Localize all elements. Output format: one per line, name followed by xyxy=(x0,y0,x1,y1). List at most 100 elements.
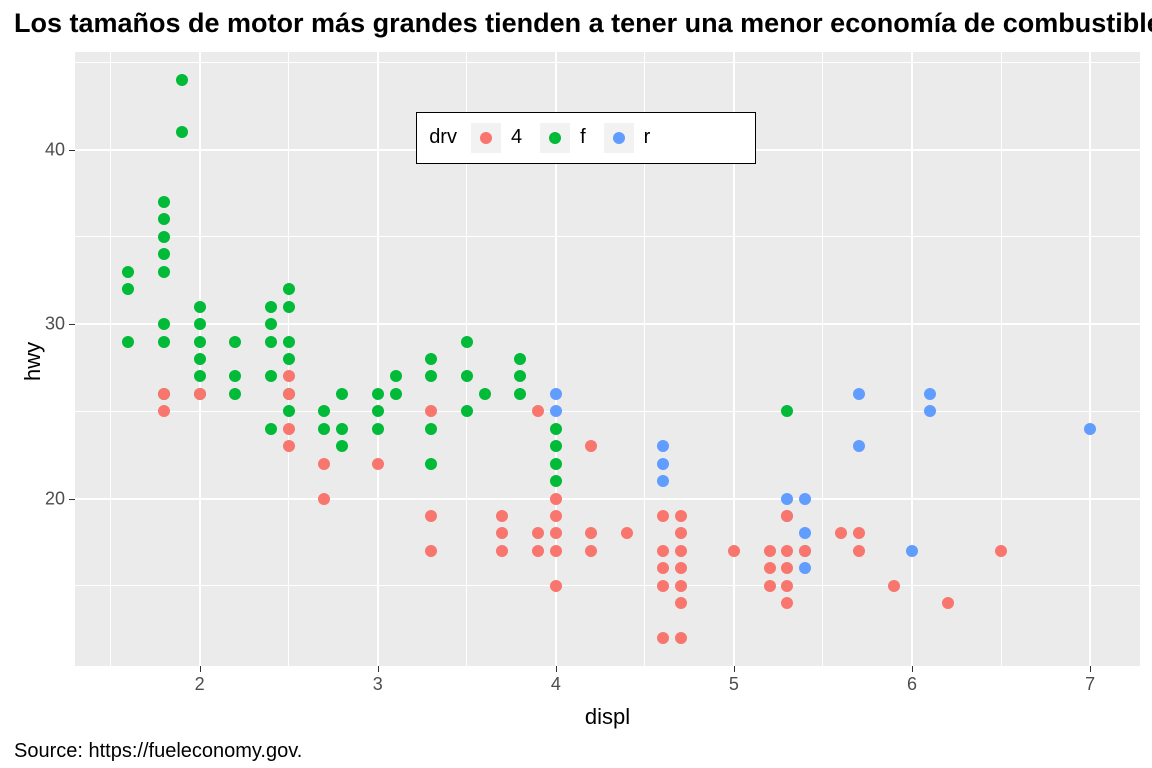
scatter-point xyxy=(675,527,687,539)
scatter-point xyxy=(675,580,687,592)
scatter-point xyxy=(657,458,669,470)
x-axis-label: displ xyxy=(585,704,630,730)
y-tick-mark xyxy=(69,324,75,325)
scatter-point xyxy=(675,597,687,609)
scatter-point xyxy=(336,440,348,452)
scatter-point xyxy=(514,388,526,400)
scatter-point xyxy=(924,388,936,400)
scatter-point xyxy=(496,545,508,557)
y-tick-mark xyxy=(69,150,75,151)
scatter-point xyxy=(799,527,811,539)
scatter-point xyxy=(799,545,811,557)
scatter-point xyxy=(318,423,330,435)
legend-box: drv 4fr xyxy=(416,112,756,164)
scatter-point xyxy=(425,370,437,382)
scatter-point xyxy=(550,440,562,452)
scatter-point xyxy=(853,527,865,539)
scatter-point xyxy=(799,562,811,574)
scatter-point xyxy=(265,336,277,348)
chart-caption: Source: https://fueleconomy.gov. xyxy=(14,740,302,763)
scatter-point xyxy=(194,353,206,365)
scatter-point xyxy=(550,493,562,505)
legend-dot-icon xyxy=(613,132,625,144)
chart-title: Los tamaños de motor más grandes tienden… xyxy=(14,8,1152,39)
x-tick-label: 6 xyxy=(907,674,917,695)
scatter-point xyxy=(781,405,793,417)
scatter-point xyxy=(318,405,330,417)
x-tick-label: 3 xyxy=(373,674,383,695)
scatter-point xyxy=(122,336,134,348)
scatter-point xyxy=(657,545,669,557)
x-tick-mark xyxy=(1090,666,1091,672)
scatter-point xyxy=(158,336,170,348)
legend-title: drv xyxy=(429,126,457,149)
scatter-point xyxy=(621,527,633,539)
scatter-point xyxy=(372,388,384,400)
minor-grid-h xyxy=(75,62,1140,63)
scatter-point xyxy=(158,266,170,278)
scatter-point xyxy=(229,336,241,348)
major-grid-v xyxy=(911,52,913,666)
scatter-point xyxy=(550,545,562,557)
scatter-point xyxy=(194,336,206,348)
y-tick-label: 30 xyxy=(39,314,65,335)
scatter-point xyxy=(194,318,206,330)
scatter-point xyxy=(853,545,865,557)
y-axis-label: hwy xyxy=(20,342,46,381)
x-tick-mark xyxy=(734,666,735,672)
scatter-point xyxy=(265,423,277,435)
scatter-point xyxy=(1084,423,1096,435)
scatter-point xyxy=(657,510,669,522)
x-tick-mark xyxy=(378,666,379,672)
scatter-point xyxy=(372,405,384,417)
scatter-point xyxy=(122,266,134,278)
scatter-point xyxy=(265,318,277,330)
legend-key xyxy=(471,123,501,153)
scatter-point xyxy=(283,301,295,313)
scatter-point xyxy=(888,580,900,592)
scatter-point xyxy=(318,458,330,470)
scatter-point xyxy=(835,527,847,539)
scatter-point xyxy=(514,353,526,365)
y-tick-mark xyxy=(69,499,75,500)
major-grid-h xyxy=(75,498,1140,500)
scatter-point xyxy=(283,405,295,417)
scatter-point xyxy=(781,510,793,522)
scatter-point xyxy=(425,510,437,522)
minor-grid-h xyxy=(75,236,1140,237)
legend-key xyxy=(604,123,634,153)
scatter-point xyxy=(158,405,170,417)
scatter-point xyxy=(853,388,865,400)
scatter-point xyxy=(283,283,295,295)
scatter-point xyxy=(176,74,188,86)
scatter-point xyxy=(283,440,295,452)
scatter-point xyxy=(764,562,776,574)
scatter-point xyxy=(764,580,776,592)
scatter-point xyxy=(229,388,241,400)
minor-grid-v xyxy=(822,52,823,666)
legend-dot-icon xyxy=(480,132,492,144)
scatter-point xyxy=(390,388,402,400)
scatter-point xyxy=(318,493,330,505)
scatter-point xyxy=(675,562,687,574)
scatter-point xyxy=(372,458,384,470)
scatter-point xyxy=(265,370,277,382)
scatter-point xyxy=(657,632,669,644)
scatter-point xyxy=(479,388,491,400)
x-tick-label: 5 xyxy=(729,674,739,695)
scatter-point xyxy=(924,405,936,417)
scatter-point xyxy=(657,562,669,574)
minor-grid-v xyxy=(110,52,111,666)
scatter-point xyxy=(461,336,473,348)
scatter-point xyxy=(283,423,295,435)
scatter-point xyxy=(942,597,954,609)
scatter-point xyxy=(425,458,437,470)
scatter-point xyxy=(158,231,170,243)
major-grid-h xyxy=(75,323,1140,325)
scatter-point xyxy=(657,440,669,452)
scatter-point xyxy=(781,580,793,592)
scatter-point xyxy=(781,493,793,505)
x-tick-mark xyxy=(556,666,557,672)
scatter-point xyxy=(585,440,597,452)
scatter-point xyxy=(514,370,526,382)
